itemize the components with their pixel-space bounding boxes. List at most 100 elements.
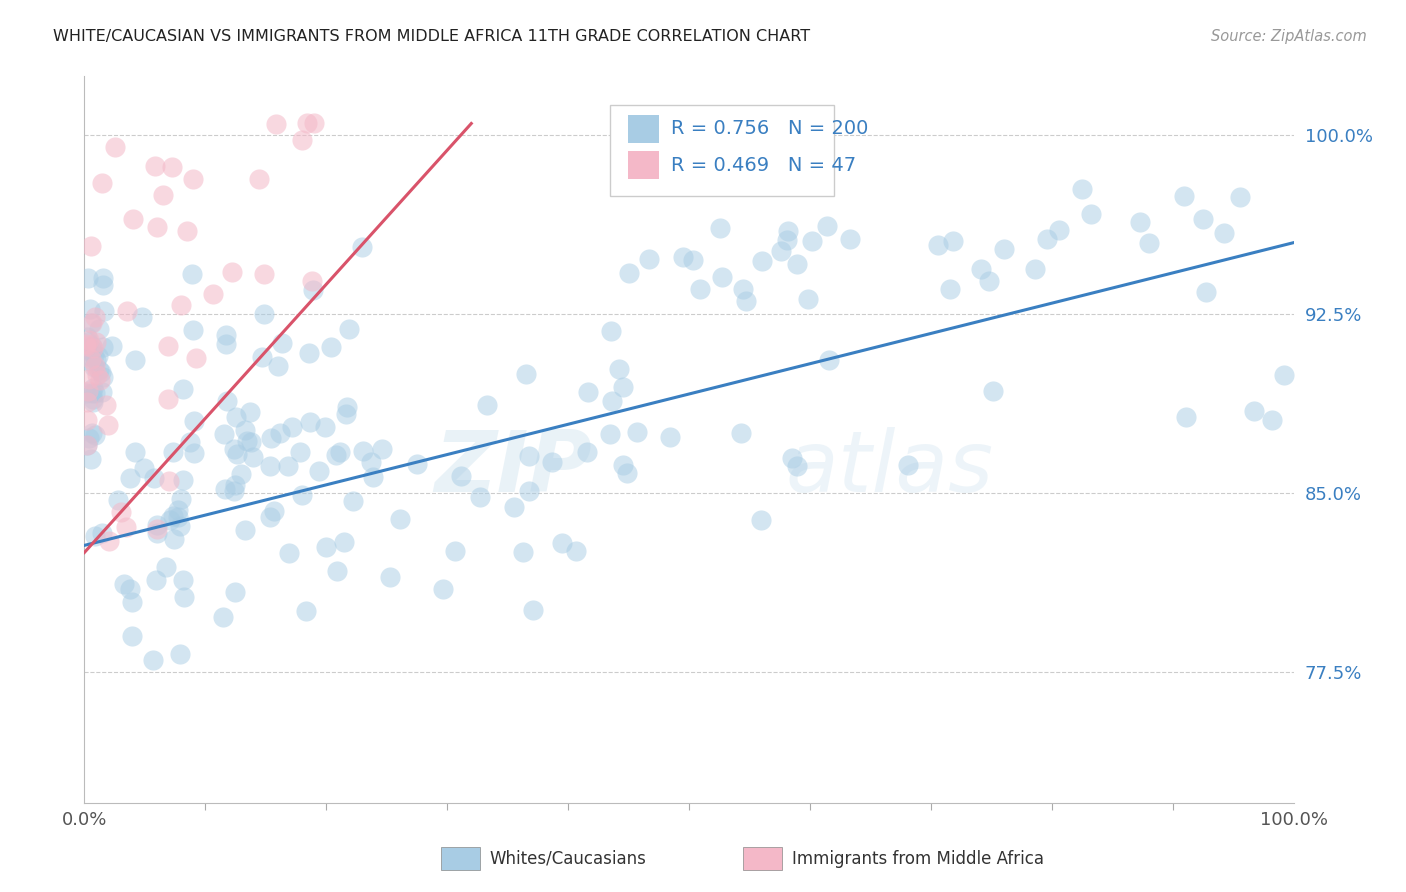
Point bbox=[786, 458, 808, 473]
Point bbox=[84, 428, 107, 442]
Point bbox=[79, 350, 101, 364]
Point bbox=[352, 443, 374, 458]
Point bbox=[277, 546, 299, 560]
Point bbox=[1191, 212, 1213, 227]
Point bbox=[157, 392, 180, 407]
Point bbox=[115, 520, 138, 534]
Point bbox=[181, 323, 204, 337]
Point bbox=[180, 268, 202, 282]
Point bbox=[117, 303, 139, 318]
Point bbox=[329, 445, 352, 459]
Point bbox=[361, 470, 384, 484]
Point bbox=[80, 451, 103, 466]
Point bbox=[776, 224, 799, 238]
Point bbox=[212, 427, 235, 442]
Point bbox=[82, 392, 104, 407]
Point bbox=[79, 301, 101, 316]
Point bbox=[259, 459, 281, 474]
Point bbox=[977, 274, 1000, 288]
Point bbox=[110, 505, 132, 519]
Point bbox=[170, 298, 193, 312]
Point bbox=[616, 466, 638, 480]
Point bbox=[155, 559, 177, 574]
Point bbox=[76, 438, 98, 452]
Point bbox=[314, 420, 336, 434]
Point bbox=[80, 238, 103, 252]
Point bbox=[267, 359, 290, 373]
Point bbox=[162, 445, 184, 459]
Point bbox=[91, 369, 114, 384]
Point bbox=[1129, 215, 1152, 229]
Point bbox=[80, 316, 103, 330]
Point bbox=[1173, 189, 1195, 203]
Point bbox=[315, 540, 337, 554]
Point bbox=[541, 455, 564, 469]
Point bbox=[800, 234, 823, 248]
Point bbox=[565, 544, 588, 558]
Point bbox=[239, 405, 262, 419]
Point bbox=[682, 253, 704, 268]
Point bbox=[222, 484, 245, 499]
Point bbox=[162, 509, 184, 524]
Point bbox=[79, 354, 101, 368]
Point bbox=[84, 385, 107, 400]
Point bbox=[252, 350, 274, 364]
Point bbox=[77, 371, 100, 385]
Point bbox=[143, 471, 166, 485]
Point bbox=[239, 435, 262, 450]
Point bbox=[82, 381, 104, 395]
Point bbox=[142, 653, 165, 667]
Point bbox=[124, 353, 146, 368]
Point bbox=[776, 234, 799, 248]
Point bbox=[350, 240, 373, 254]
Point bbox=[617, 267, 640, 281]
Point bbox=[84, 353, 107, 368]
Point bbox=[121, 595, 143, 609]
Point bbox=[172, 573, 194, 587]
Point bbox=[167, 510, 190, 524]
Point bbox=[263, 504, 285, 518]
Point bbox=[131, 310, 153, 325]
Point bbox=[77, 334, 100, 348]
Point bbox=[815, 219, 838, 234]
Point bbox=[233, 523, 256, 537]
Point bbox=[786, 257, 808, 271]
Text: R = 0.756   N = 200: R = 0.756 N = 200 bbox=[671, 120, 868, 138]
Point bbox=[342, 494, 364, 508]
Point bbox=[839, 232, 862, 246]
Point bbox=[260, 431, 283, 445]
Point bbox=[360, 455, 382, 469]
Point bbox=[90, 526, 112, 541]
Point bbox=[226, 447, 249, 461]
Point bbox=[638, 252, 661, 267]
Point bbox=[114, 577, 136, 591]
Point bbox=[157, 474, 180, 488]
Point bbox=[599, 324, 621, 338]
Bar bbox=[628, 115, 659, 143]
Point bbox=[91, 277, 114, 292]
Point bbox=[612, 380, 634, 394]
Point bbox=[84, 359, 107, 373]
Point bbox=[77, 334, 100, 349]
Point bbox=[91, 271, 114, 285]
Point bbox=[83, 348, 105, 362]
Point bbox=[770, 244, 793, 259]
Point bbox=[104, 140, 127, 154]
Point bbox=[183, 445, 205, 459]
Point bbox=[299, 415, 322, 429]
Point bbox=[169, 648, 191, 662]
Bar bbox=[628, 152, 659, 179]
Point bbox=[242, 450, 264, 464]
Point bbox=[515, 368, 537, 382]
Point bbox=[517, 449, 540, 463]
Point bbox=[450, 469, 472, 483]
Point bbox=[107, 492, 129, 507]
Point bbox=[80, 351, 103, 366]
Point bbox=[295, 604, 318, 618]
Point bbox=[77, 271, 100, 285]
Point bbox=[214, 483, 236, 497]
Point bbox=[91, 340, 114, 354]
Point bbox=[993, 242, 1015, 256]
Point bbox=[152, 188, 174, 202]
Point bbox=[82, 343, 104, 357]
